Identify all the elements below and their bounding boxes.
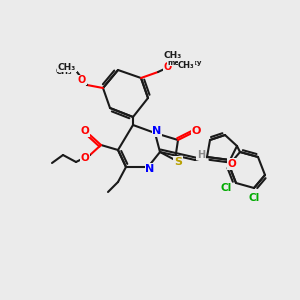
Text: CH₃: CH₃ [58, 62, 76, 71]
Text: O: O [191, 126, 201, 136]
Text: O: O [81, 153, 89, 163]
Text: O: O [228, 159, 236, 169]
Text: CH₃: CH₃ [56, 68, 72, 76]
Text: methoxy: methoxy [168, 60, 202, 66]
Text: S: S [174, 157, 182, 167]
Text: O: O [78, 75, 86, 85]
Text: Cl: Cl [220, 183, 232, 193]
Text: O: O [81, 126, 89, 136]
Text: N: N [146, 164, 154, 174]
Text: H: H [197, 150, 205, 160]
Text: CH₃: CH₃ [178, 61, 195, 70]
Text: Cl: Cl [248, 193, 260, 203]
Text: O: O [164, 62, 172, 72]
Text: CH₃: CH₃ [164, 50, 182, 59]
Text: N: N [152, 126, 162, 136]
